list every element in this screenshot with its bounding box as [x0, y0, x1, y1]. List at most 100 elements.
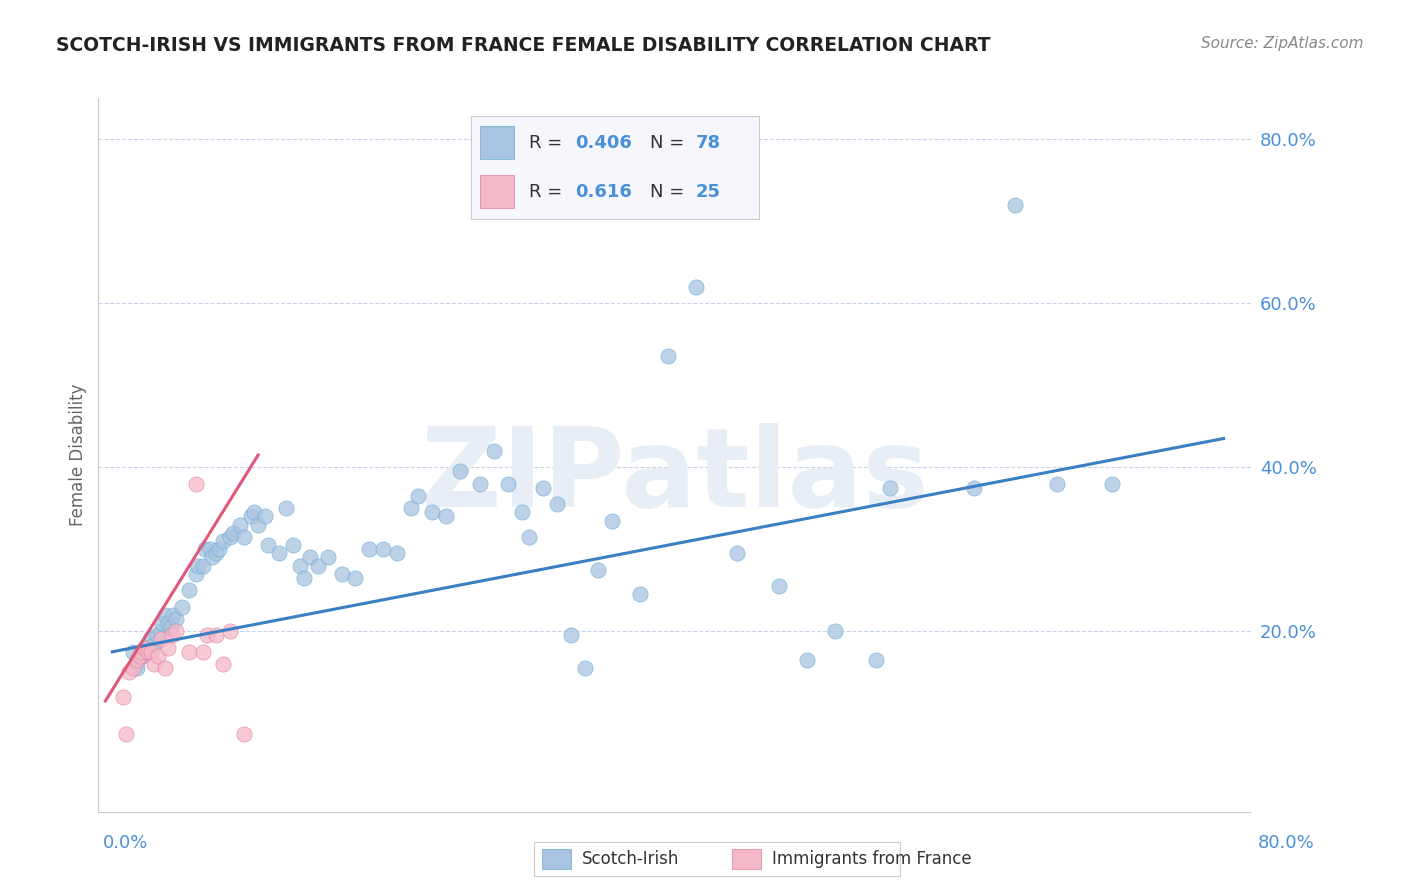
- Point: [685, 279, 707, 293]
- Point: [191, 558, 214, 573]
- Point: [118, 665, 141, 680]
- Point: [201, 550, 224, 565]
- Point: [449, 464, 471, 478]
- Text: R =: R =: [529, 134, 568, 152]
- Point: [212, 657, 235, 671]
- Point: [359, 542, 381, 557]
- Point: [127, 653, 149, 667]
- Point: [170, 599, 193, 614]
- Point: [141, 645, 163, 659]
- Point: [177, 645, 200, 659]
- Point: [219, 530, 242, 544]
- Point: [725, 546, 748, 560]
- Text: N =: N =: [650, 134, 690, 152]
- Point: [198, 542, 221, 557]
- Point: [240, 509, 263, 524]
- Point: [129, 648, 152, 663]
- Text: Scotch-Irish: Scotch-Irish: [582, 850, 679, 868]
- Text: 25: 25: [696, 183, 721, 201]
- Bar: [541, 849, 571, 869]
- Point: [344, 571, 367, 585]
- Point: [796, 653, 818, 667]
- Point: [307, 558, 329, 573]
- Text: 80.0%: 80.0%: [1258, 834, 1315, 852]
- Point: [219, 624, 242, 639]
- Point: [222, 525, 245, 540]
- Point: [132, 648, 155, 663]
- Point: [184, 566, 207, 581]
- Point: [149, 632, 172, 647]
- Point: [657, 350, 679, 364]
- Point: [159, 620, 181, 634]
- Point: [385, 546, 408, 560]
- Point: [156, 616, 179, 631]
- Point: [208, 542, 231, 557]
- Bar: [731, 849, 761, 869]
- Point: [205, 546, 228, 560]
- Point: [274, 501, 297, 516]
- Point: [194, 542, 217, 557]
- Bar: [479, 176, 515, 208]
- Point: [212, 534, 235, 549]
- Point: [187, 558, 209, 573]
- Point: [288, 558, 311, 573]
- Point: [1004, 198, 1026, 212]
- Point: [143, 657, 166, 671]
- Point: [191, 645, 214, 659]
- Point: [962, 481, 984, 495]
- Point: [125, 657, 148, 671]
- Text: Immigrants from France: Immigrants from France: [772, 850, 972, 868]
- Point: [162, 607, 184, 622]
- Text: ZIPatlas: ZIPatlas: [420, 423, 929, 530]
- Point: [588, 563, 610, 577]
- Text: 0.406: 0.406: [575, 134, 631, 152]
- Point: [292, 571, 315, 585]
- Text: Source: ZipAtlas.com: Source: ZipAtlas.com: [1201, 36, 1364, 51]
- Point: [865, 653, 887, 667]
- Point: [373, 542, 395, 557]
- Text: N =: N =: [650, 183, 690, 201]
- Point: [122, 645, 145, 659]
- Point: [135, 645, 157, 659]
- Point: [205, 628, 228, 642]
- Point: [127, 661, 149, 675]
- Text: 0.0%: 0.0%: [103, 834, 148, 852]
- Point: [115, 727, 138, 741]
- Text: R =: R =: [529, 183, 568, 201]
- Point: [824, 624, 846, 639]
- Point: [546, 497, 568, 511]
- Point: [233, 727, 256, 741]
- Point: [138, 645, 160, 659]
- Y-axis label: Female Disability: Female Disability: [69, 384, 87, 526]
- Text: SCOTCH-IRISH VS IMMIGRANTS FROM FRANCE FEMALE DISABILITY CORRELATION CHART: SCOTCH-IRISH VS IMMIGRANTS FROM FRANCE F…: [56, 36, 991, 54]
- Point: [768, 579, 790, 593]
- Point: [628, 587, 651, 601]
- Point: [496, 476, 519, 491]
- Point: [484, 443, 506, 458]
- Point: [517, 530, 540, 544]
- Point: [399, 501, 422, 516]
- Point: [330, 566, 353, 581]
- Point: [602, 514, 624, 528]
- Point: [510, 505, 533, 519]
- Point: [229, 517, 252, 532]
- Point: [470, 476, 492, 491]
- Point: [420, 505, 443, 519]
- Point: [184, 476, 207, 491]
- Point: [531, 481, 554, 495]
- Point: [143, 636, 166, 650]
- Point: [131, 645, 153, 659]
- Bar: [479, 126, 515, 159]
- Point: [160, 628, 183, 642]
- Point: [316, 550, 339, 565]
- Point: [153, 661, 176, 675]
- Point: [122, 661, 145, 675]
- Point: [165, 624, 187, 639]
- Point: [136, 640, 159, 655]
- Point: [195, 628, 218, 642]
- Point: [560, 628, 582, 642]
- Point: [574, 661, 596, 675]
- Point: [233, 530, 256, 544]
- Point: [247, 517, 270, 532]
- Point: [112, 690, 135, 704]
